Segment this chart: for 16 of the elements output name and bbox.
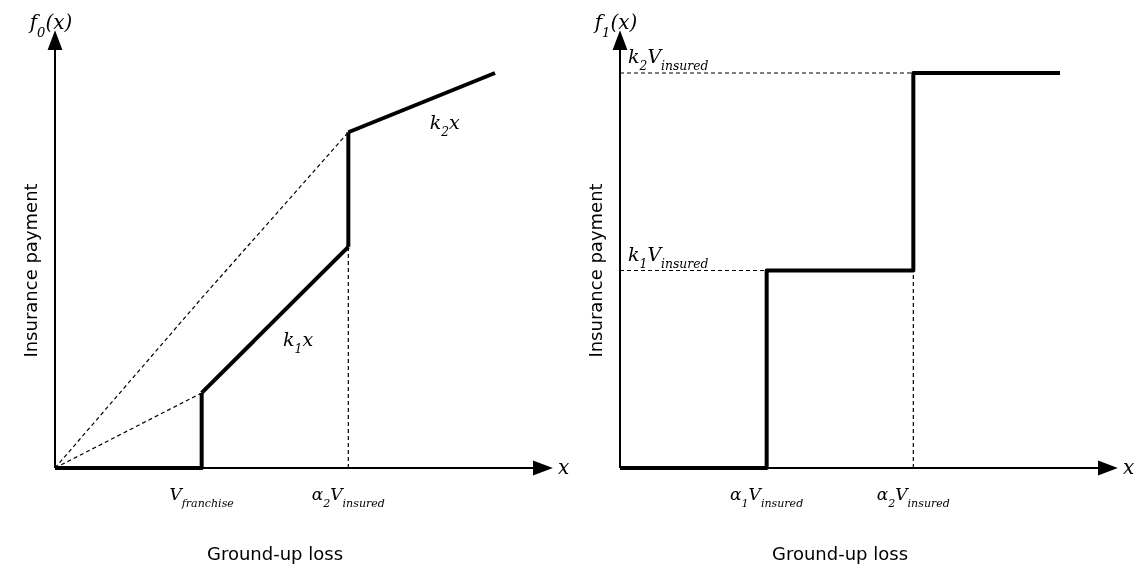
annotation: k$_{1}$V$_{insured}$ <box>628 242 709 271</box>
x-axis-title: Ground-up loss <box>206 543 344 564</box>
x-tick-label: V$_{franchise}$ <box>169 484 235 510</box>
y-axis-title: Insurance payment <box>20 183 41 358</box>
x-tick-label: α$_{1}$V$_{insured}$ <box>730 484 804 510</box>
annotation: k$_{2}$x <box>429 110 461 139</box>
chart-title: f$_{0}$(x) <box>27 10 73 40</box>
text: x <box>1123 455 1135 479</box>
annotation: k$_{2}$V$_{insured}$ <box>628 45 709 73</box>
chart-title: f$_{1}$(x) <box>592 10 638 40</box>
y-axis-title: Insurance payment <box>585 183 606 358</box>
text: x <box>558 455 570 479</box>
x-axis-title: Ground-up loss <box>771 543 909 564</box>
annotation: k$_{1}$x <box>283 327 314 356</box>
x-tick-label: α$_{2}$V$_{insured}$ <box>876 484 950 510</box>
x-tick-label: α$_{2}$V$_{insured}$ <box>311 484 385 510</box>
